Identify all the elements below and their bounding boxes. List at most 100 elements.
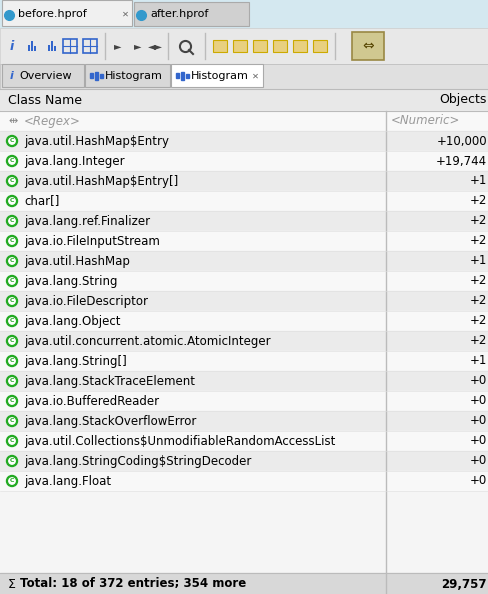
Text: Histogram: Histogram (191, 71, 248, 81)
Circle shape (6, 216, 18, 226)
Circle shape (9, 158, 15, 164)
Bar (0, 471, 488, 491)
Bar (0, 231, 488, 251)
Text: +2: +2 (468, 274, 486, 287)
Circle shape (6, 355, 18, 366)
Circle shape (6, 235, 18, 247)
Bar (0, 573, 488, 594)
Bar (2, 0, 132, 26)
Bar (85, 64, 170, 87)
Bar (0, 251, 488, 271)
Circle shape (6, 195, 18, 207)
Text: +2: +2 (468, 235, 486, 248)
Text: C: C (10, 198, 14, 204)
Bar (0, 0, 488, 28)
Text: ◄►: ◄► (147, 41, 162, 51)
Text: before.hprof: before.hprof (18, 9, 86, 19)
Circle shape (9, 178, 15, 184)
Text: +0: +0 (469, 454, 486, 467)
Bar (0, 111, 488, 131)
Text: Class Name: Class Name (8, 93, 82, 106)
Circle shape (6, 156, 18, 166)
Text: java.util.Collections$UnmodifiableRandomAccessList: java.util.Collections$UnmodifiableRandom… (24, 434, 335, 447)
Bar (232, 40, 246, 52)
Text: +2: +2 (468, 295, 486, 308)
Bar (95, 72, 98, 80)
Bar (0, 151, 488, 171)
Text: java.util.HashMap$Entry[]: java.util.HashMap$Entry[] (24, 175, 178, 188)
Circle shape (9, 278, 15, 284)
Text: java.lang.StackTraceElement: java.lang.StackTraceElement (24, 374, 195, 387)
Bar (90, 73, 93, 78)
Text: C: C (10, 339, 14, 343)
Text: java.lang.String[]: java.lang.String[] (24, 355, 126, 368)
Bar (176, 73, 179, 78)
Text: C: C (10, 219, 14, 223)
Text: java.lang.String: java.lang.String (24, 274, 117, 287)
Text: java.io.BufferedReader: java.io.BufferedReader (24, 394, 159, 407)
Text: Total: 18 of 372 entries; 354 more: Total: 18 of 372 entries; 354 more (20, 577, 246, 590)
Circle shape (9, 138, 15, 144)
Text: C: C (10, 359, 14, 364)
Bar (171, 64, 263, 87)
Text: C: C (10, 299, 14, 304)
Text: ►: ► (114, 41, 122, 51)
Circle shape (6, 456, 18, 466)
Bar (0, 131, 488, 151)
Circle shape (6, 336, 18, 346)
Text: ►: ► (134, 41, 142, 51)
Bar (0, 171, 488, 191)
Circle shape (9, 318, 15, 324)
Bar (0, 271, 488, 291)
Bar (48, 45, 50, 51)
Circle shape (9, 358, 15, 364)
Circle shape (6, 315, 18, 327)
Bar (0, 291, 488, 311)
Bar (83, 39, 97, 53)
Text: +0: +0 (469, 415, 486, 428)
Circle shape (9, 338, 15, 344)
Circle shape (6, 375, 18, 387)
Text: <Regex>: <Regex> (24, 115, 81, 128)
Circle shape (9, 378, 15, 384)
Circle shape (9, 438, 15, 444)
Bar (272, 40, 286, 52)
Text: +2: +2 (468, 334, 486, 347)
Text: C: C (10, 399, 14, 403)
Text: java.util.HashMap: java.util.HashMap (24, 254, 130, 267)
Text: C: C (10, 459, 14, 463)
Text: +0: +0 (469, 374, 486, 387)
Text: +2: +2 (468, 194, 486, 207)
Bar (134, 2, 248, 26)
Bar (0, 451, 488, 471)
Bar (0, 28, 488, 64)
Circle shape (6, 276, 18, 286)
Bar (0, 411, 488, 431)
Circle shape (9, 298, 15, 304)
Bar (0, 89, 488, 111)
Bar (2, 64, 84, 87)
Bar (54, 46, 56, 51)
Text: +10,000: +10,000 (435, 134, 486, 147)
Bar (0, 391, 488, 411)
Circle shape (9, 458, 15, 464)
Text: +2: +2 (468, 314, 486, 327)
Text: Overview: Overview (19, 71, 71, 81)
Bar (351, 32, 383, 60)
Circle shape (6, 415, 18, 426)
Text: java.lang.Integer: java.lang.Integer (24, 154, 124, 168)
Text: after.hprof: after.hprof (150, 9, 208, 19)
Text: ✕: ✕ (122, 10, 129, 18)
Bar (0, 211, 488, 231)
Text: +1: +1 (468, 355, 486, 368)
Text: java.lang.Object: java.lang.Object (24, 314, 120, 327)
Circle shape (6, 295, 18, 307)
Circle shape (9, 198, 15, 204)
Text: +1: +1 (468, 254, 486, 267)
Text: C: C (10, 279, 14, 283)
Bar (63, 39, 77, 53)
Text: C: C (10, 258, 14, 264)
Text: i: i (10, 71, 14, 81)
Text: ⇹: ⇹ (8, 116, 18, 126)
Circle shape (9, 258, 15, 264)
